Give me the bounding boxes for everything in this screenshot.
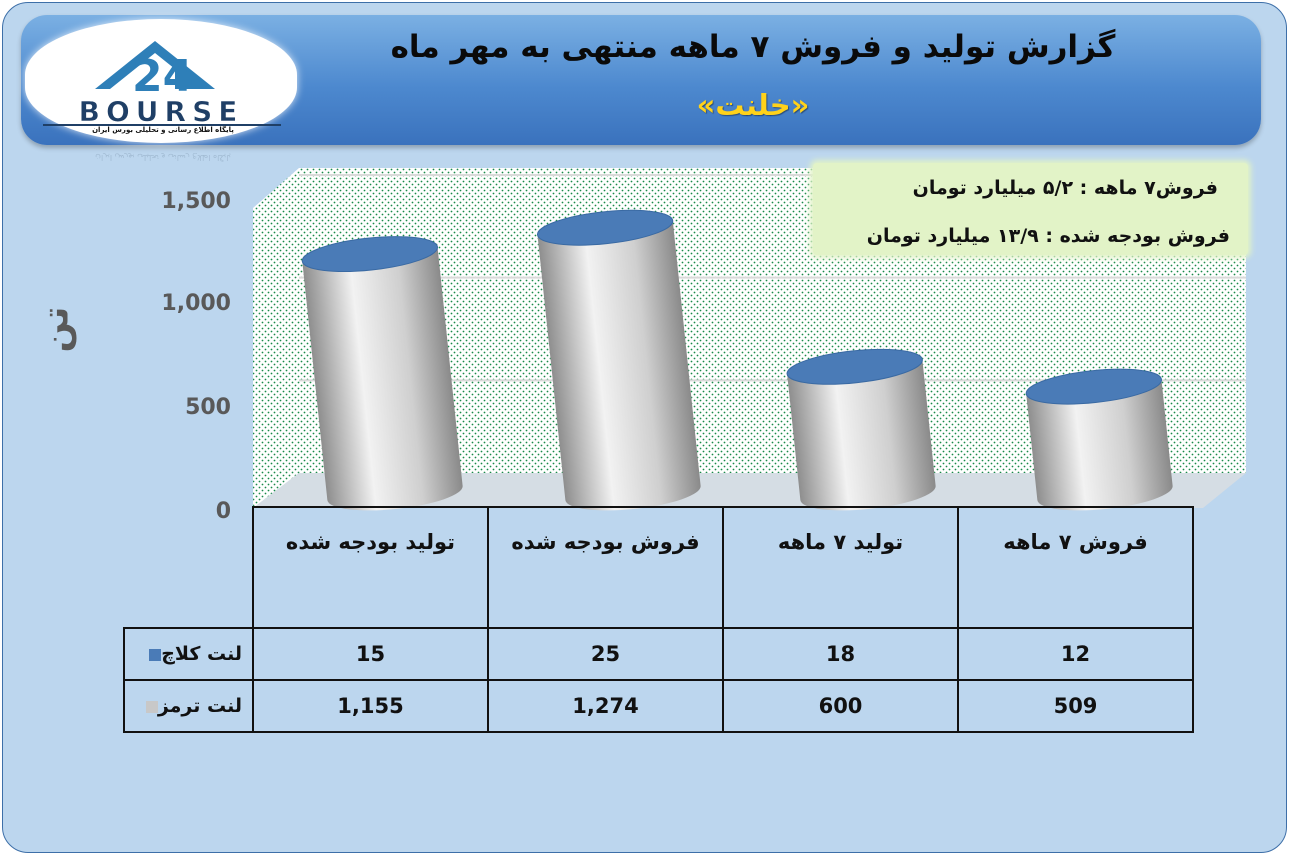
table-cell: 509 [957,679,1194,733]
logo-number: 24 [132,51,193,102]
sales-budget-text: فروش بودجه شده : ۱۳/۹ میلیارد تومان [866,225,1230,247]
table-cell: 600 [722,679,959,733]
series-name: لنت کلاچ [161,643,242,665]
bar-cylinder [536,209,701,511]
bar-top-cap [1025,368,1162,405]
category-label: تولید بودجه شده [252,506,489,629]
logo-wall [175,63,201,89]
table-cell: 25 [487,627,724,681]
bourse24-logo: 24 BOURSE [25,19,297,143]
bar-cylinder [1025,368,1173,511]
bar-top-cap [536,209,674,246]
logo-wordmark: BOURSE [79,95,244,128]
legend-entry-brake: لنت ترمز [123,679,254,733]
plot-floor [253,473,1246,508]
table-cell: 18 [722,627,959,681]
y-tick-label-1500: 1,500 [161,189,231,214]
sales-7-month-text: فروش۷ ماهه : ۵/۲ میلیارد تومان [912,177,1218,199]
table-row-brake: لنت ترمز 1,155 1,274 600 509 [123,679,1194,733]
series-name: لنت ترمز [157,695,242,717]
y-tick-label-1000: 1,000 [161,291,231,316]
table-corner [124,507,254,629]
bar-body [537,220,701,511]
bar-top-cap [301,236,439,273]
category-label: فروش ۷ ماهه [957,506,1194,629]
data-table: تولید بودجه شده فروش بودجه شده تولید ۷ م… [123,506,1194,733]
page-title: گزارش تولید و فروش ۷ ماهه منتهی به مهر م… [390,29,1116,65]
bar-body [302,246,463,511]
bar-top-cap [786,348,923,385]
bars [301,209,1173,511]
logo-graphic: 24 BOURSE [43,41,281,128]
bar-body [1026,379,1173,511]
bar-cylinder [301,236,463,511]
table-cell: 12 [957,627,1194,681]
legend-swatch-gray [145,700,158,713]
bar-cylinder [786,348,936,511]
table-cell: 15 [252,627,489,681]
bar-body [787,359,936,511]
sales-summary-box: فروش۷ ماهه : ۵/۲ میلیارد تومان فروش بودج… [813,163,1248,255]
logo-tagline: پایگاه اطلاع رسانی و تحلیلی بورس ایران [92,126,234,134]
category-label: فروش بودجه شده [487,506,724,629]
table-cell: 1,155 [252,679,489,733]
company-name: «خلنت» [696,88,810,122]
category-row: تولید بودجه شده فروش بودجه شده تولید ۷ م… [124,506,1194,629]
logo-underline [43,124,281,126]
category-label: تولید ۷ ماهه [722,506,959,629]
table-row-clutch: لنت کلاچ 15 25 18 12 [123,627,1194,681]
legend-swatch-blue [149,648,162,661]
legend-entry-clutch: لنت کلاچ [123,627,254,681]
y-tick-label-500: 500 [185,395,231,420]
table-cell: 1,274 [487,679,724,733]
